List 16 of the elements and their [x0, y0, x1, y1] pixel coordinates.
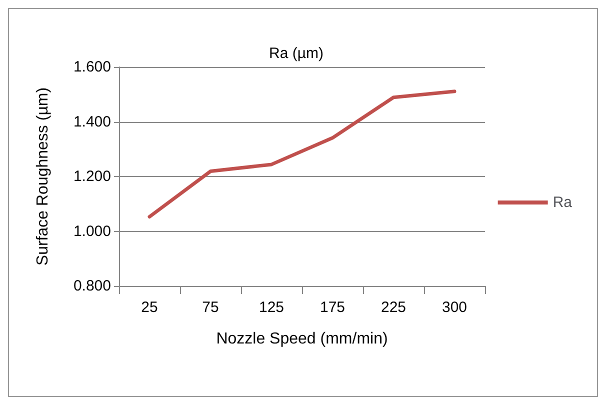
x-tick-label: 125: [258, 299, 284, 316]
y-tick-label: 1.200: [73, 168, 111, 185]
line-series: [148, 90, 456, 218]
legend-label: Ra: [552, 194, 573, 211]
x-tick-label: 75: [202, 299, 219, 316]
x-tick-label: 175: [320, 299, 346, 316]
x-tick-label: 300: [442, 299, 468, 316]
chart-title: Ra (µm): [269, 45, 324, 62]
x-tick-label: 225: [380, 299, 406, 316]
y-tick-label: 1.400: [73, 113, 111, 130]
y-tick-label: 1.600: [73, 58, 111, 76]
y-tick-label: 0.800: [73, 278, 111, 294]
x-tick-label: 25: [141, 299, 158, 316]
y-tick-label: 1.000: [73, 222, 111, 240]
y-axis-title: Surface Roughness (µm): [34, 87, 52, 266]
x-axis-title: Nozzle Speed (mm/min): [216, 330, 388, 348]
